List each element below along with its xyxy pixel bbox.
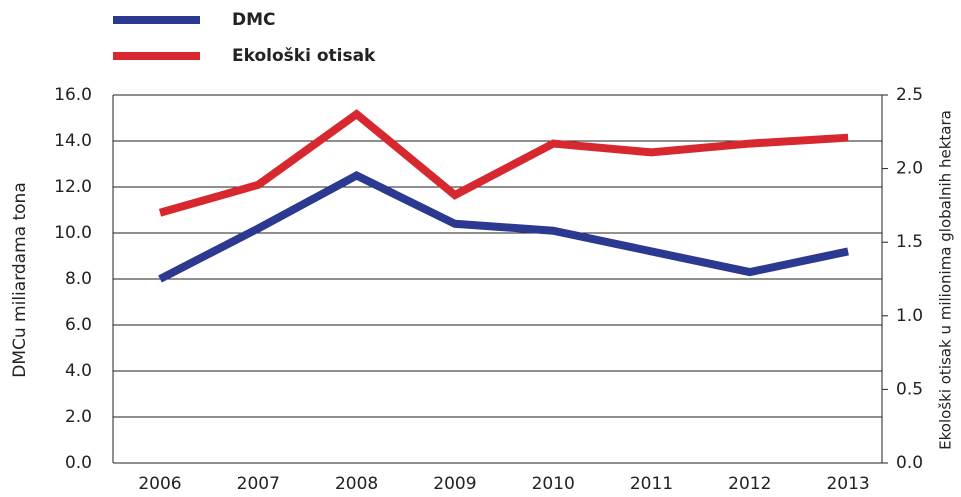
x-tick-label: 2008 xyxy=(335,474,378,494)
y2-tick-label: 2.0 xyxy=(896,159,923,179)
x-tick-label: 2010 xyxy=(532,474,575,494)
y2-tick-label: 0.0 xyxy=(896,453,923,473)
y-tick-label: 8.0 xyxy=(65,269,92,289)
x-tick-label: 2013 xyxy=(826,474,869,494)
legend-label: Ekološki otisak xyxy=(232,46,376,66)
x-tick-label: 2009 xyxy=(433,474,476,494)
y2-tick-label: 1.0 xyxy=(896,306,923,326)
y2-axis-title: Ekološki otisak u milionima globalnih he… xyxy=(937,110,955,450)
y-tick-label: 14.0 xyxy=(54,131,92,151)
y2-tick-label: 1.5 xyxy=(896,232,923,252)
data-line xyxy=(158,109,849,217)
x-tick-label: 2007 xyxy=(237,474,280,494)
data-line xyxy=(158,171,849,283)
legend-label: DMC xyxy=(232,10,276,30)
y-tick-label: 6.0 xyxy=(65,315,92,335)
x-tick-label: 2011 xyxy=(630,474,673,494)
y-axis-title: DMCu miliardama tona xyxy=(10,182,30,378)
y-tick-label: 16.0 xyxy=(54,85,92,105)
x-tick-label: 2006 xyxy=(138,474,181,494)
y-tick-label: 4.0 xyxy=(65,361,92,381)
y-tick-label: 2.0 xyxy=(65,407,92,427)
y2-tick-label: 2.5 xyxy=(896,85,923,105)
y2-tick-label: 0.5 xyxy=(896,379,923,399)
x-tick-label: 2012 xyxy=(728,474,771,494)
y-tick-label: 10.0 xyxy=(54,223,92,243)
y-tick-label: 0.0 xyxy=(65,453,92,473)
y-tick-label: 12.0 xyxy=(54,177,92,197)
